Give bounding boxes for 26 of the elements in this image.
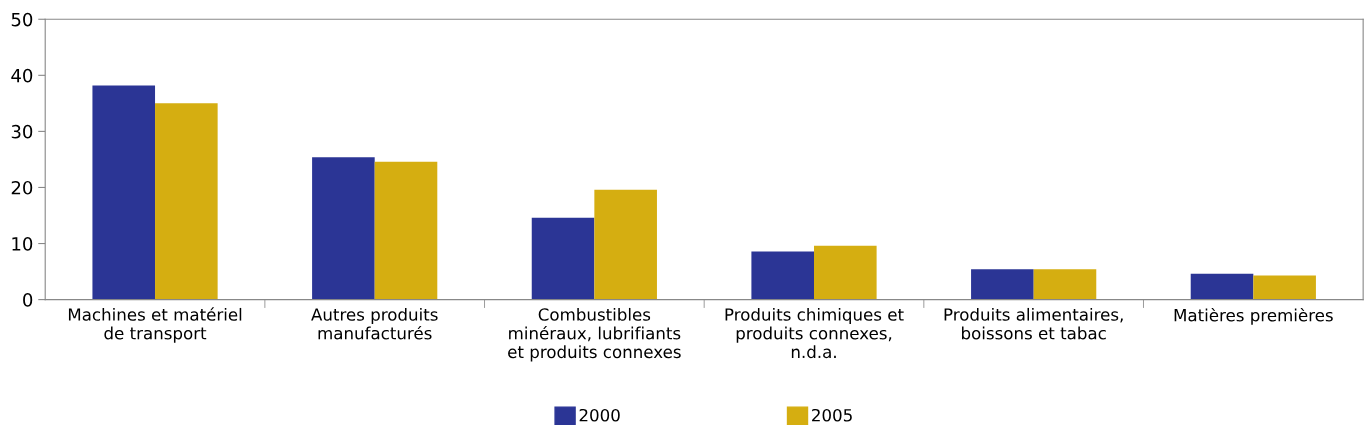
legend-label: 2000 [579,408,620,422]
bar [594,189,657,300]
bar [751,251,815,300]
y-tick-label: 30 [11,124,33,139]
bar [92,85,156,300]
bar [971,269,1034,300]
y-tick-label: 50 [11,12,33,27]
y-tick-label: 40 [11,68,33,83]
x-tick-label: Combustibles minéraux, lubrifiants et produits connexes [508,307,681,362]
x-tick-label: Produits chimiques et produits connexes, n.d.a. [725,307,904,359]
bar [1033,269,1097,300]
y-tick-label: 0 [23,293,33,307]
bar [312,157,375,300]
x-tick-label: Autres produits manufacturés [311,307,438,340]
bar [155,103,218,300]
legend-label: 2005 [812,408,852,422]
x-tick-label: Produits alimentaires, boissons et tabac [944,307,1123,340]
x-tick-label: Machines et matériel de transport [68,307,242,343]
x-tick-label: Matières premières [1174,307,1333,325]
bar [1190,273,1254,300]
y-tick-label: 10 [12,236,33,251]
bar [531,217,595,300]
y-tick-label: 20 [11,180,33,195]
bar [814,245,877,300]
bar [374,161,438,300]
bar [1253,275,1316,300]
